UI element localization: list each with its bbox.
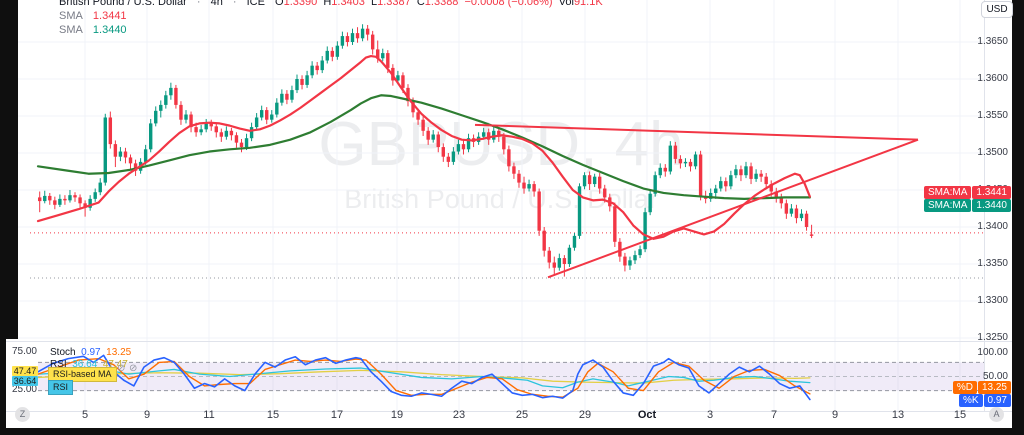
eye-hidden-icon[interactable]: ⊘ <box>129 363 138 374</box>
timeaxis-separator <box>6 411 1012 412</box>
sma-fast-legend-row[interactable]: SMA 1.3441 <box>59 10 603 23</box>
left-scale-badge: 36.64 <box>12 376 38 386</box>
time-axis-label: 13 <box>891 409 905 421</box>
legend-symbol-row[interactable]: British Pound / U.S. Dollar · 4h · ICE O… <box>59 0 603 9</box>
interval-label[interactable]: 4h <box>210 0 223 8</box>
badge-value: 1.3440 <box>972 199 1011 212</box>
badge-label: SMA:MA <box>923 186 972 199</box>
time-axis-label: 17 <box>330 409 344 421</box>
change-value: −0.0008 (−0.06%) <box>464 0 553 8</box>
time-axis-label: 9 <box>831 409 839 421</box>
candles-series <box>38 24 814 277</box>
price-axis-label: 1.3650 <box>977 36 1008 47</box>
volume-label: Vol <box>558 0 574 8</box>
price-axis-badge: SMA:MA 1.3441 <box>923 186 1011 199</box>
time-axis-label: 3 <box>706 409 714 421</box>
eye-hidden-icon[interactable]: ⊘ <box>117 363 126 374</box>
price-axis-label: 1.3500 <box>977 147 1008 158</box>
exchange-label: ICE <box>246 0 265 8</box>
time-axis-label: 15 <box>953 409 967 421</box>
time-axis-label: 5 <box>81 409 89 421</box>
time-axis-label: 9 <box>143 409 151 421</box>
symbol-watermark: GBPUSD, 4h British Pound / U.S. Dollar <box>18 0 984 215</box>
price-axis-label: 1.3350 <box>977 258 1008 269</box>
time-axis-label: 11 <box>203 409 215 421</box>
legend[interactable]: British Pound / U.S. Dollar · 4h · ICE O… <box>59 0 603 38</box>
stoch-label: Stoch <box>50 347 76 358</box>
indicator-line-k[interactable] <box>37 354 811 401</box>
open-label: O <box>275 0 284 8</box>
high-label: H <box>323 0 332 8</box>
indicator-axis-label: 50.00 <box>982 370 1008 382</box>
rsi-label: RSI <box>50 359 67 370</box>
price-axis-label: 1.3300 <box>977 295 1008 306</box>
sma-slow-label: SMA <box>59 24 83 36</box>
low-value: 1.3387 <box>377 0 411 8</box>
trendline[interactable] <box>474 123 919 141</box>
left-scale-badge: 47.47 <box>12 366 38 376</box>
close-value: 1.3388 <box>424 0 459 8</box>
time-axis-label: Oct <box>637 409 657 421</box>
trendline[interactable] <box>547 138 919 279</box>
auto-scale-button[interactable]: A <box>989 407 1004 422</box>
high-value: 1.3403 <box>331 0 365 8</box>
rsi-value: 36.64 <box>72 359 98 370</box>
badge-value: 13.25 <box>977 381 1011 394</box>
close-label: C <box>416 0 425 8</box>
left-scale-label: 25.00 <box>11 384 37 395</box>
price-axis-badge: SMA:MA 1.3440 <box>923 199 1011 212</box>
chart-window <box>6 0 1012 428</box>
sma-slow-line[interactable] <box>36 94 811 200</box>
rsi-tooltip: RSI <box>48 380 74 395</box>
z-button[interactable]: Z <box>15 407 30 422</box>
rsi-ma-tooltip: RSI-based MA <box>48 367 117 382</box>
badge-label: %D <box>952 381 977 394</box>
price-axis-label: 1.3550 <box>977 110 1008 121</box>
volume-value: 91.1K <box>573 0 603 8</box>
rsi-legend-row[interactable]: RSI 36.64 47.47 <box>50 359 131 371</box>
time-axis-label: 15 <box>266 409 280 421</box>
badge-value: 0.97 <box>983 394 1011 407</box>
price-axis-label: 1.3250 <box>977 332 1008 343</box>
time-axis-label: 23 <box>452 409 466 421</box>
symbol-title[interactable]: British Pound / U.S. Dollar <box>59 0 187 8</box>
rsi-ma-value: 47.47 <box>102 359 128 370</box>
sma-slow-value: 1.3440 <box>92 24 127 36</box>
indicator-legend[interactable]: Stoch 0.97 13.25 RSI 36.64 47.47 <box>50 347 131 371</box>
stoch-k-value: 0.97 <box>81 347 101 358</box>
stoch-legend-row[interactable]: Stoch 0.97 13.25 <box>50 347 131 359</box>
price-axis-badge: %K 0.97 <box>958 394 1011 407</box>
left-letterbox <box>0 0 18 339</box>
price-axis-label: 1.3400 <box>977 221 1008 232</box>
time-axis-label: 19 <box>390 409 404 421</box>
left-scale-label: 75.00 <box>11 346 37 357</box>
time-axis-label: 25 <box>515 409 529 421</box>
badge-label: SMA:MA <box>923 199 972 212</box>
badge-label: %K <box>958 394 983 407</box>
pane-separator[interactable] <box>6 341 1012 342</box>
indicator-line-rsi[interactable] <box>37 367 811 389</box>
sma-fast-label: SMA <box>59 10 83 22</box>
indicator-axis-label: 100.00 <box>977 347 1008 358</box>
watermark-title: GBPUSD, 4h <box>318 110 684 179</box>
open-value: 1.3390 <box>283 0 318 8</box>
sma-slow-legend-row[interactable]: SMA 1.3440 <box>59 24 603 37</box>
time-axis-label: 7 <box>770 409 778 421</box>
stoch-d-value: 13.25 <box>106 347 132 358</box>
sma-fast-value: 1.3441 <box>92 10 127 22</box>
time-axis-label: 29 <box>578 409 592 421</box>
currency-button[interactable]: USD <box>981 1 1013 18</box>
price-axis-label: 1.3600 <box>977 73 1008 84</box>
price-axis-badge: %D 13.25 <box>952 381 1011 394</box>
low-label: L <box>370 0 378 8</box>
badge-value: 1.3441 <box>972 186 1011 199</box>
sma-fast-line[interactable] <box>36 54 811 240</box>
